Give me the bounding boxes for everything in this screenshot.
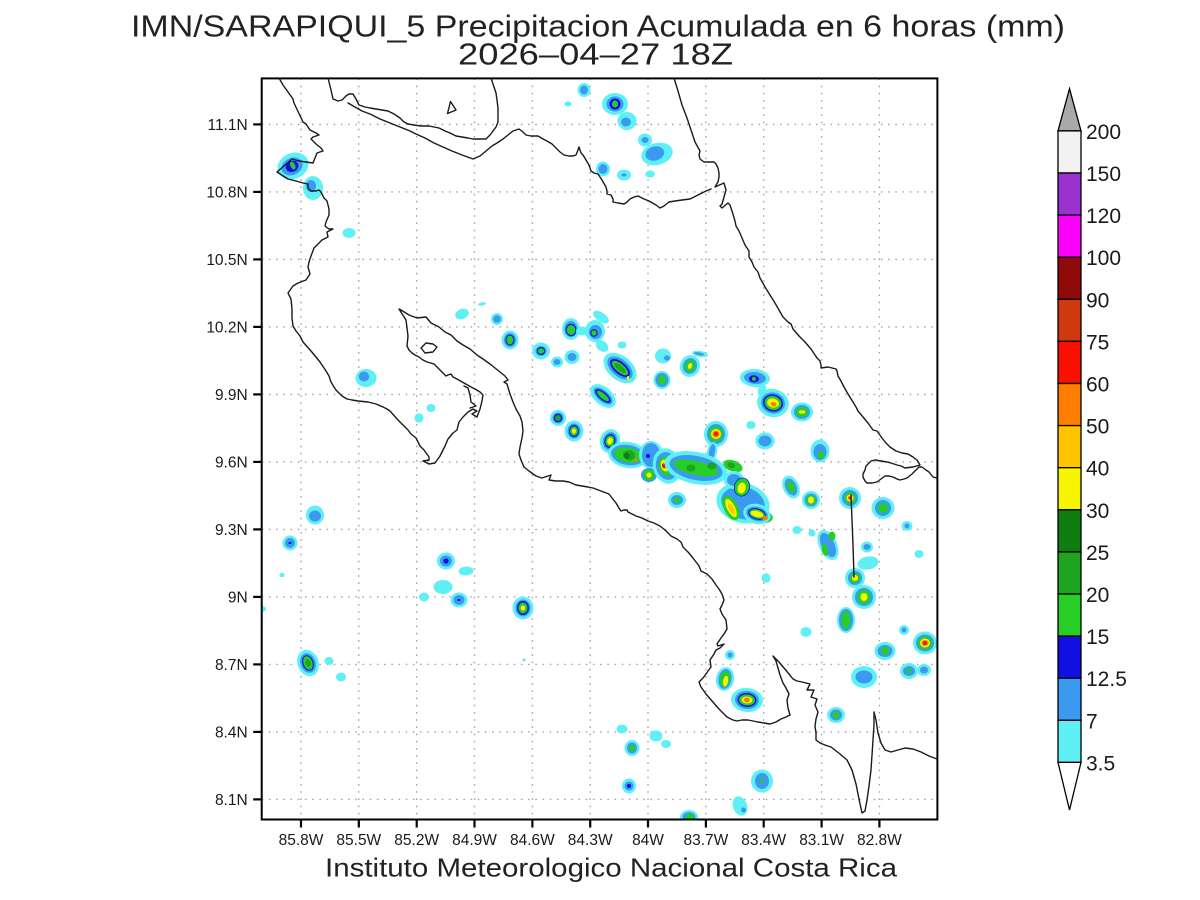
- svg-text:60: 60: [1086, 374, 1109, 397]
- svg-text:82.8W: 82.8W: [857, 832, 902, 849]
- svg-text:10.8N: 10.8N: [206, 184, 247, 201]
- svg-text:12.5: 12.5: [1086, 668, 1127, 691]
- svg-text:9.9N: 9.9N: [215, 387, 248, 404]
- svg-text:84.6W: 84.6W: [510, 832, 555, 849]
- svg-text:9.6N: 9.6N: [215, 454, 248, 471]
- svg-text:9N: 9N: [228, 589, 248, 606]
- svg-text:Instituto Meteorologico Nacion: Instituto Meteorologico Nacional Costa R…: [325, 853, 898, 883]
- svg-text:10.5N: 10.5N: [206, 252, 247, 269]
- svg-text:85.8W: 85.8W: [279, 832, 324, 849]
- svg-text:10.2N: 10.2N: [206, 319, 247, 336]
- svg-text:84.9W: 84.9W: [452, 832, 497, 849]
- svg-text:25: 25: [1086, 542, 1109, 565]
- svg-text:15: 15: [1086, 626, 1109, 649]
- svg-text:8.1N: 8.1N: [215, 792, 248, 809]
- svg-text:84.3W: 84.3W: [568, 832, 613, 849]
- svg-text:83.1W: 83.1W: [799, 832, 844, 849]
- svg-text:84W: 84W: [632, 832, 664, 849]
- svg-text:120: 120: [1086, 205, 1121, 228]
- svg-text:8.7N: 8.7N: [215, 657, 248, 674]
- svg-text:40: 40: [1086, 458, 1109, 481]
- svg-text:11.1N: 11.1N: [207, 117, 247, 134]
- svg-text:20: 20: [1086, 584, 1109, 607]
- svg-text:8.4N: 8.4N: [215, 724, 248, 741]
- svg-text:IMN/SARAPIQUI_5 Precipitacion: IMN/SARAPIQUI_5 Precipitacion Acumulada …: [131, 9, 1065, 44]
- svg-text:100: 100: [1086, 247, 1121, 270]
- svg-text:85.5W: 85.5W: [336, 832, 381, 849]
- svg-text:9.3N: 9.3N: [215, 522, 248, 539]
- svg-text:30: 30: [1086, 500, 1109, 523]
- svg-text:90: 90: [1086, 289, 1109, 312]
- svg-text:2026–04–27 18Z: 2026–04–27 18Z: [458, 37, 733, 72]
- svg-text:83.7W: 83.7W: [683, 832, 728, 849]
- svg-text:7: 7: [1086, 710, 1098, 733]
- svg-text:3.5: 3.5: [1086, 752, 1115, 775]
- svg-text:83.4W: 83.4W: [741, 832, 786, 849]
- svg-text:85.2W: 85.2W: [394, 832, 439, 849]
- svg-text:150: 150: [1086, 163, 1121, 186]
- svg-text:75: 75: [1086, 331, 1109, 354]
- svg-text:200: 200: [1086, 121, 1121, 144]
- svg-text:50: 50: [1086, 416, 1109, 439]
